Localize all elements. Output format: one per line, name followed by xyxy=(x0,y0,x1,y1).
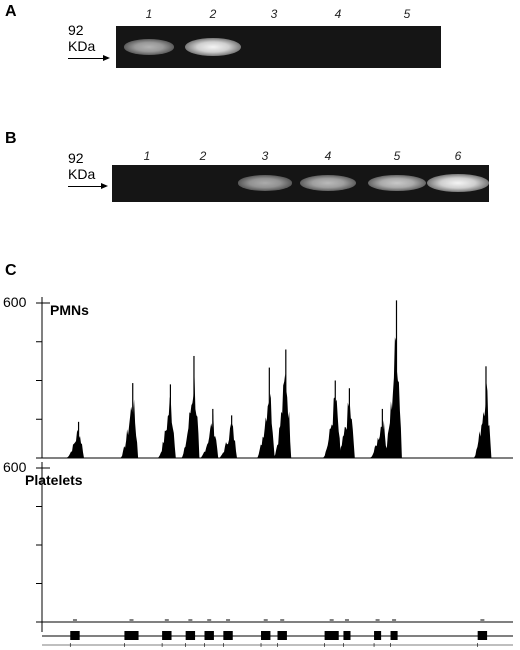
panel-a-marker-size: 92 xyxy=(68,22,84,38)
coverage-peak xyxy=(120,399,139,458)
exon-block xyxy=(124,631,139,640)
panel-b-lane-label: 1 xyxy=(143,149,151,163)
panel-a-marker-arrow xyxy=(68,55,110,61)
coverage-peak xyxy=(322,397,341,458)
panel-b-marker-size: 92 xyxy=(68,150,84,166)
panel-a-band xyxy=(124,39,174,55)
coverage-peak xyxy=(219,423,238,458)
coverage-peak xyxy=(473,382,492,458)
panel-b-marker-unit: KDa xyxy=(68,166,96,182)
panel-b-band xyxy=(237,175,293,191)
coverage-peak xyxy=(273,373,292,458)
panel-b-band xyxy=(427,174,489,192)
panel-b-band xyxy=(368,174,426,192)
panel-a-lane-label: 5 xyxy=(403,7,411,21)
panel-b-letter: B xyxy=(5,130,17,147)
panel-b-lane-label: 4 xyxy=(324,149,332,163)
panel-a-lane-label: 2 xyxy=(209,7,217,21)
exon-block xyxy=(390,631,398,640)
coverage-peak xyxy=(200,412,219,458)
panel-a-lane-label: 4 xyxy=(334,7,342,21)
panel-b-marker-arrow xyxy=(68,183,108,189)
platelet-ymax-label: 600 xyxy=(3,459,27,475)
panel-b-lane-label: 6 xyxy=(454,149,462,163)
exon-block xyxy=(185,631,196,640)
exon-block xyxy=(324,631,339,640)
panel-a-lane-label: 3 xyxy=(270,7,278,21)
panel-b-lane-label: 5 xyxy=(393,149,401,163)
panel-a-marker-unit: KDa xyxy=(68,38,96,54)
panel-c-letter: C xyxy=(5,262,17,279)
panel-b-band xyxy=(300,175,356,191)
coverage-peak xyxy=(65,429,84,458)
coverage-peak xyxy=(256,393,275,458)
coverage-peak xyxy=(383,337,402,458)
panel-b-gel xyxy=(112,165,489,202)
panel-a-lane-label: 1 xyxy=(145,7,153,21)
exon-block xyxy=(204,631,214,640)
platelet-track-label: Platelets xyxy=(25,472,83,488)
exon-block xyxy=(477,631,488,640)
panel-a-gel xyxy=(116,26,441,68)
panel-a-letter: A xyxy=(5,3,17,20)
pmn-ymax-label: 600 xyxy=(3,294,27,310)
coverage-peak xyxy=(157,397,176,458)
exon-block xyxy=(162,631,172,640)
coverage-peak xyxy=(369,420,388,458)
exon-block xyxy=(70,631,80,640)
coverage-peak xyxy=(181,373,200,458)
exon-block xyxy=(261,631,271,640)
coverage-peak xyxy=(336,402,355,458)
exon-block xyxy=(374,631,382,640)
panel-a-band xyxy=(185,38,241,56)
exon-block xyxy=(277,631,287,640)
panel-b-lane-label: 2 xyxy=(199,149,207,163)
exon-block xyxy=(223,631,233,640)
exon-block xyxy=(343,631,351,640)
panel-b-lane-label: 3 xyxy=(261,149,269,163)
pmn-track-label: PMNs xyxy=(50,302,89,318)
